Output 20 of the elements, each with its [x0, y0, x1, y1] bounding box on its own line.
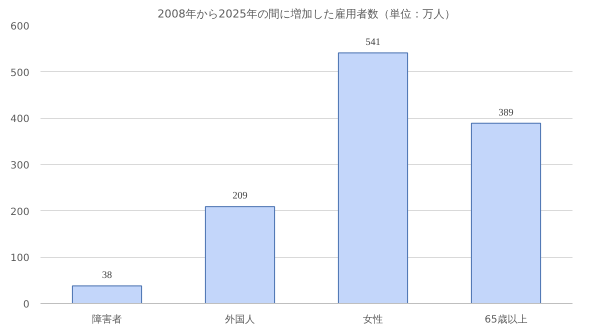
bar [72, 285, 142, 304]
y-tick-label: 300 [10, 160, 30, 172]
y-tick-label: 100 [10, 253, 30, 264]
y-tick-label: 400 [10, 114, 30, 126]
y-tick-label: 0 [23, 300, 30, 310]
y-tick-label: 600 [10, 22, 30, 32]
data-label: 389 [498, 107, 514, 118]
x-tick-label: 障害者 [92, 314, 122, 326]
bar [470, 122, 542, 304]
data-label: 209 [232, 190, 248, 202]
y-tick-label: 200 [10, 206, 30, 218]
x-tick-label: 外国人 [225, 314, 255, 326]
bar [204, 206, 276, 304]
data-label: 541 [366, 36, 380, 48]
data-label: 38 [102, 270, 112, 281]
bar [338, 52, 408, 304]
y-tick-label: 500 [10, 68, 30, 79]
x-tick-label: 65歳以上 [484, 314, 528, 326]
x-tick-label: 女性 [363, 314, 383, 326]
chart-title: 2008年から2025年の間に増加した雇用者数（単位：万人） [158, 8, 456, 20]
